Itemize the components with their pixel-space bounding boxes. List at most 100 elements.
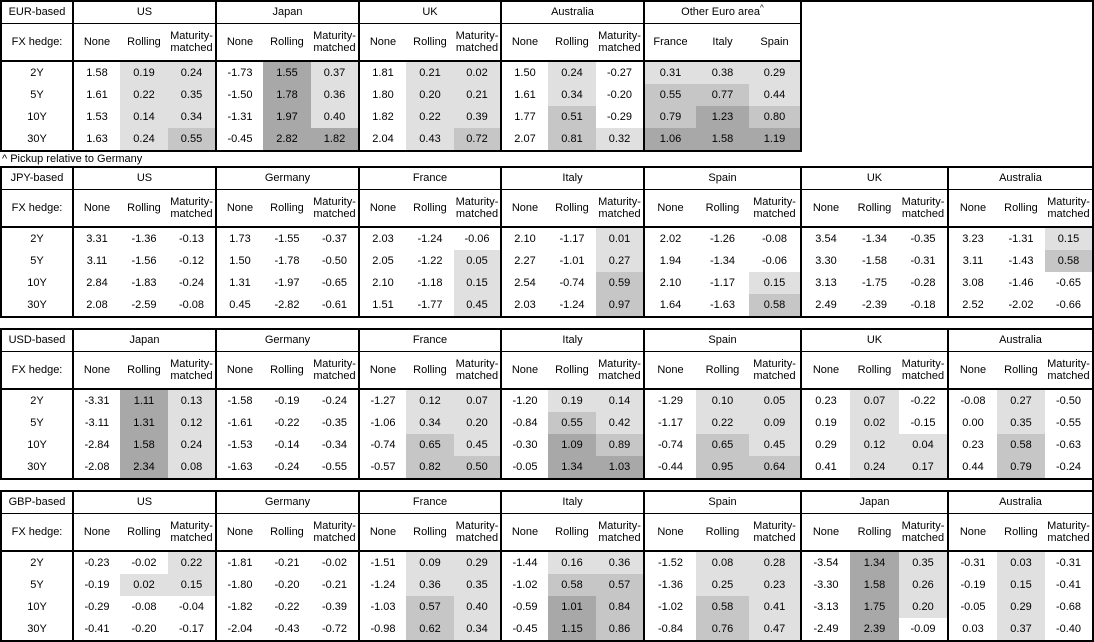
value-cell: 0.27 — [596, 250, 644, 272]
value-cell: 0.45 — [749, 434, 801, 456]
value-cell: 0.04 — [899, 434, 948, 456]
value-cell: 2.02 — [643, 227, 696, 250]
value-cell: 0.29 — [454, 551, 501, 574]
country-group-header: Italy — [500, 167, 644, 190]
value-cell: -3.30 — [800, 574, 850, 596]
value-cell: -0.65 — [321, 276, 348, 289]
table-row: 30Y 2.08 -2.59 -0.08 0.45 -2.82 -0.61 1.51 -1.77… — [1, 294, 1093, 317]
value-cell: -3.31 — [72, 389, 120, 412]
value-cell: 0.21 — [454, 84, 501, 106]
table-row: 5Y 3.11 -1.56 -0.12 1.50 -1.78 -0.50 2.05 -1.22 0… — [1, 250, 1093, 272]
value-cell: -0.84 — [643, 618, 696, 641]
value-cell: 0.57 — [596, 574, 644, 596]
value-cell: -1.52 — [643, 551, 696, 574]
value-cell: -0.27 — [606, 66, 633, 79]
value-cell: -0.41 — [1055, 578, 1082, 591]
value-cell: 0.36 — [596, 551, 644, 574]
country-group-name: Japan — [129, 334, 160, 347]
value-cell: 0.36 — [406, 574, 454, 596]
value-cell: 0.72 — [454, 128, 501, 151]
country-group-header: US — [72, 491, 216, 514]
value-cell: -1.17 — [643, 412, 696, 434]
hedge-type-header: Rolling — [696, 351, 749, 390]
value-cell: 2.08 — [72, 294, 120, 317]
country-group-header: US — [72, 1, 216, 24]
country-group-header: Spain — [643, 167, 801, 190]
value-cell: -1.43 — [1008, 254, 1034, 267]
value-cell: -1.61 — [215, 412, 263, 434]
value-cell: -0.20 — [131, 622, 157, 635]
table-row: 30Y -2.08 2.34 0.08 -1.63 -0.24 -0.55 -0.57 0.82… — [1, 456, 1093, 479]
country-group-header: Spain — [643, 491, 801, 514]
hedge-type-header: Rolling — [850, 513, 899, 552]
table-row: 10Y 2.84 -1.83 -0.24 1.31 -1.97 -0.65 2.10 -1.18… — [1, 272, 1093, 294]
value-cell: -2.39 — [861, 298, 888, 311]
country-group-header: Spain — [643, 329, 801, 352]
hedge-type-header: Rolling — [120, 513, 168, 552]
table-base-label: EUR-based — [1, 1, 73, 24]
value-cell: 0.09 — [749, 412, 801, 434]
hedge-type-header: None — [358, 23, 406, 62]
country-group-header: Other Euro area^ — [643, 1, 801, 24]
fx-hedge-label: FX hedge: — [1, 351, 73, 390]
country-group-name: Germany — [264, 496, 311, 509]
country-group-name: Germany — [264, 172, 311, 185]
value-cell: 0.12 — [168, 412, 216, 434]
value-cell: 2.49 — [800, 294, 850, 317]
value-cell: -2.08 — [72, 456, 120, 479]
value-cell: 2.52 — [947, 294, 997, 317]
value-cell: 0.15 — [997, 574, 1045, 596]
value-cell: 1.75 — [850, 596, 899, 618]
value-cell: 2.84 — [72, 272, 120, 294]
value-cell: 0.55 — [643, 84, 696, 106]
value-cell: -1.24 — [417, 232, 443, 245]
value-cell: 1.06 — [643, 128, 696, 151]
value-cell: 0.35 — [454, 574, 501, 596]
value-cell: -0.22 — [910, 394, 936, 407]
value-cell: -0.06 — [761, 254, 788, 267]
value-cell: 0.40 — [311, 106, 359, 128]
table-row: 2Y 3.31 -1.36 -0.13 1.73 -1.55 -0.37 2.03 -1.24 -… — [1, 227, 1093, 250]
hedge-type-header: Rolling — [548, 351, 596, 390]
sheet-top-border — [0, 0, 1094, 2]
value-cell: 0.05 — [454, 250, 501, 272]
value-cell: 0.79 — [997, 456, 1045, 479]
hedge-type-header: Maturity-matched — [596, 351, 644, 390]
tenor-row-label: 10Y — [27, 600, 47, 613]
value-cell: -1.03 — [358, 596, 406, 618]
value-cell: 1.58 — [696, 128, 749, 151]
value-cell: 0.22 — [406, 106, 454, 128]
table-base-label: JPY-based — [1, 167, 73, 190]
value-cell: -0.84 — [500, 412, 548, 434]
hedge-type-header: Maturity-matched — [899, 351, 948, 390]
hedge-type-header: None — [947, 513, 997, 552]
value-cell: -1.55 — [274, 232, 300, 245]
table-row: 10Y 1.53 0.14 0.34 -1.31 1.97 0.40 1.82 0.22 0.39… — [1, 106, 801, 128]
tenor-row-label: 2Y — [30, 232, 44, 245]
value-cell: -0.18 — [910, 298, 936, 311]
table-row: 10Y -2.84 1.58 0.24 -1.53 -0.14 -0.34 -0.74 0.65… — [1, 434, 1093, 456]
footnote-marker: ^ — [760, 3, 764, 13]
value-cell: 0.23 — [947, 434, 997, 456]
value-cell: 1.31 — [120, 412, 168, 434]
value-cell: 0.45 — [454, 434, 501, 456]
value-cell: -0.35 — [321, 416, 348, 429]
jpy-based-table: JPY-based US Germany France Italy Spain UK Aust… — [0, 166, 1094, 318]
value-cell: -1.56 — [131, 254, 157, 267]
value-cell: -0.74 — [643, 434, 696, 456]
value-cell: -0.68 — [1055, 600, 1082, 613]
value-cell: 0.22 — [168, 551, 216, 574]
value-cell: 0.36 — [311, 84, 359, 106]
hedge-type-header: Maturity-matched — [596, 189, 644, 228]
hedge-type-header: Maturity-matched — [311, 351, 359, 390]
value-cell: 0.34 — [454, 618, 501, 641]
hedge-type-header: None — [643, 189, 696, 228]
value-cell: 0.81 — [548, 128, 596, 151]
country-group-name: Australia — [999, 334, 1042, 347]
value-cell: -0.28 — [910, 276, 936, 289]
value-cell: 0.65 — [696, 434, 749, 456]
hedge-type-header: None — [500, 513, 548, 552]
value-cell: -0.40 — [1055, 622, 1082, 635]
hedge-type-header: None — [215, 189, 263, 228]
value-cell: 0.24 — [168, 434, 216, 456]
